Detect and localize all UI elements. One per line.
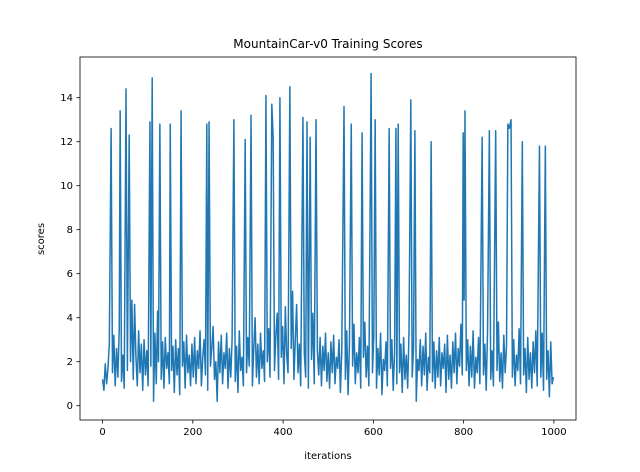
x-tick-label: 1000: [541, 427, 566, 438]
y-tick-label: 6: [67, 269, 73, 280]
plot-frame: [79, 56, 577, 421]
y-tick-label: 10: [60, 181, 73, 192]
chart-title: MountainCar-v0 Training Scores: [233, 37, 422, 51]
y-tick-label: 12: [60, 137, 73, 148]
y-tick-label: 2: [67, 357, 73, 368]
x-tick-label: 400: [274, 427, 293, 438]
y-tick-label: 8: [67, 225, 73, 236]
x-tick-label: 600: [364, 427, 383, 438]
y-tick-label: 14: [60, 93, 73, 104]
x-tick-label: 200: [183, 427, 202, 438]
y-tick-label: 0: [67, 401, 73, 412]
data-line: [101, 72, 555, 403]
x-tick-label: 800: [454, 427, 473, 438]
y-tick-label: 4: [67, 313, 73, 324]
y-axis-label: scores: [36, 223, 47, 255]
x-tick-label: 0: [99, 427, 105, 438]
x-axis-label: iterations: [304, 451, 351, 462]
